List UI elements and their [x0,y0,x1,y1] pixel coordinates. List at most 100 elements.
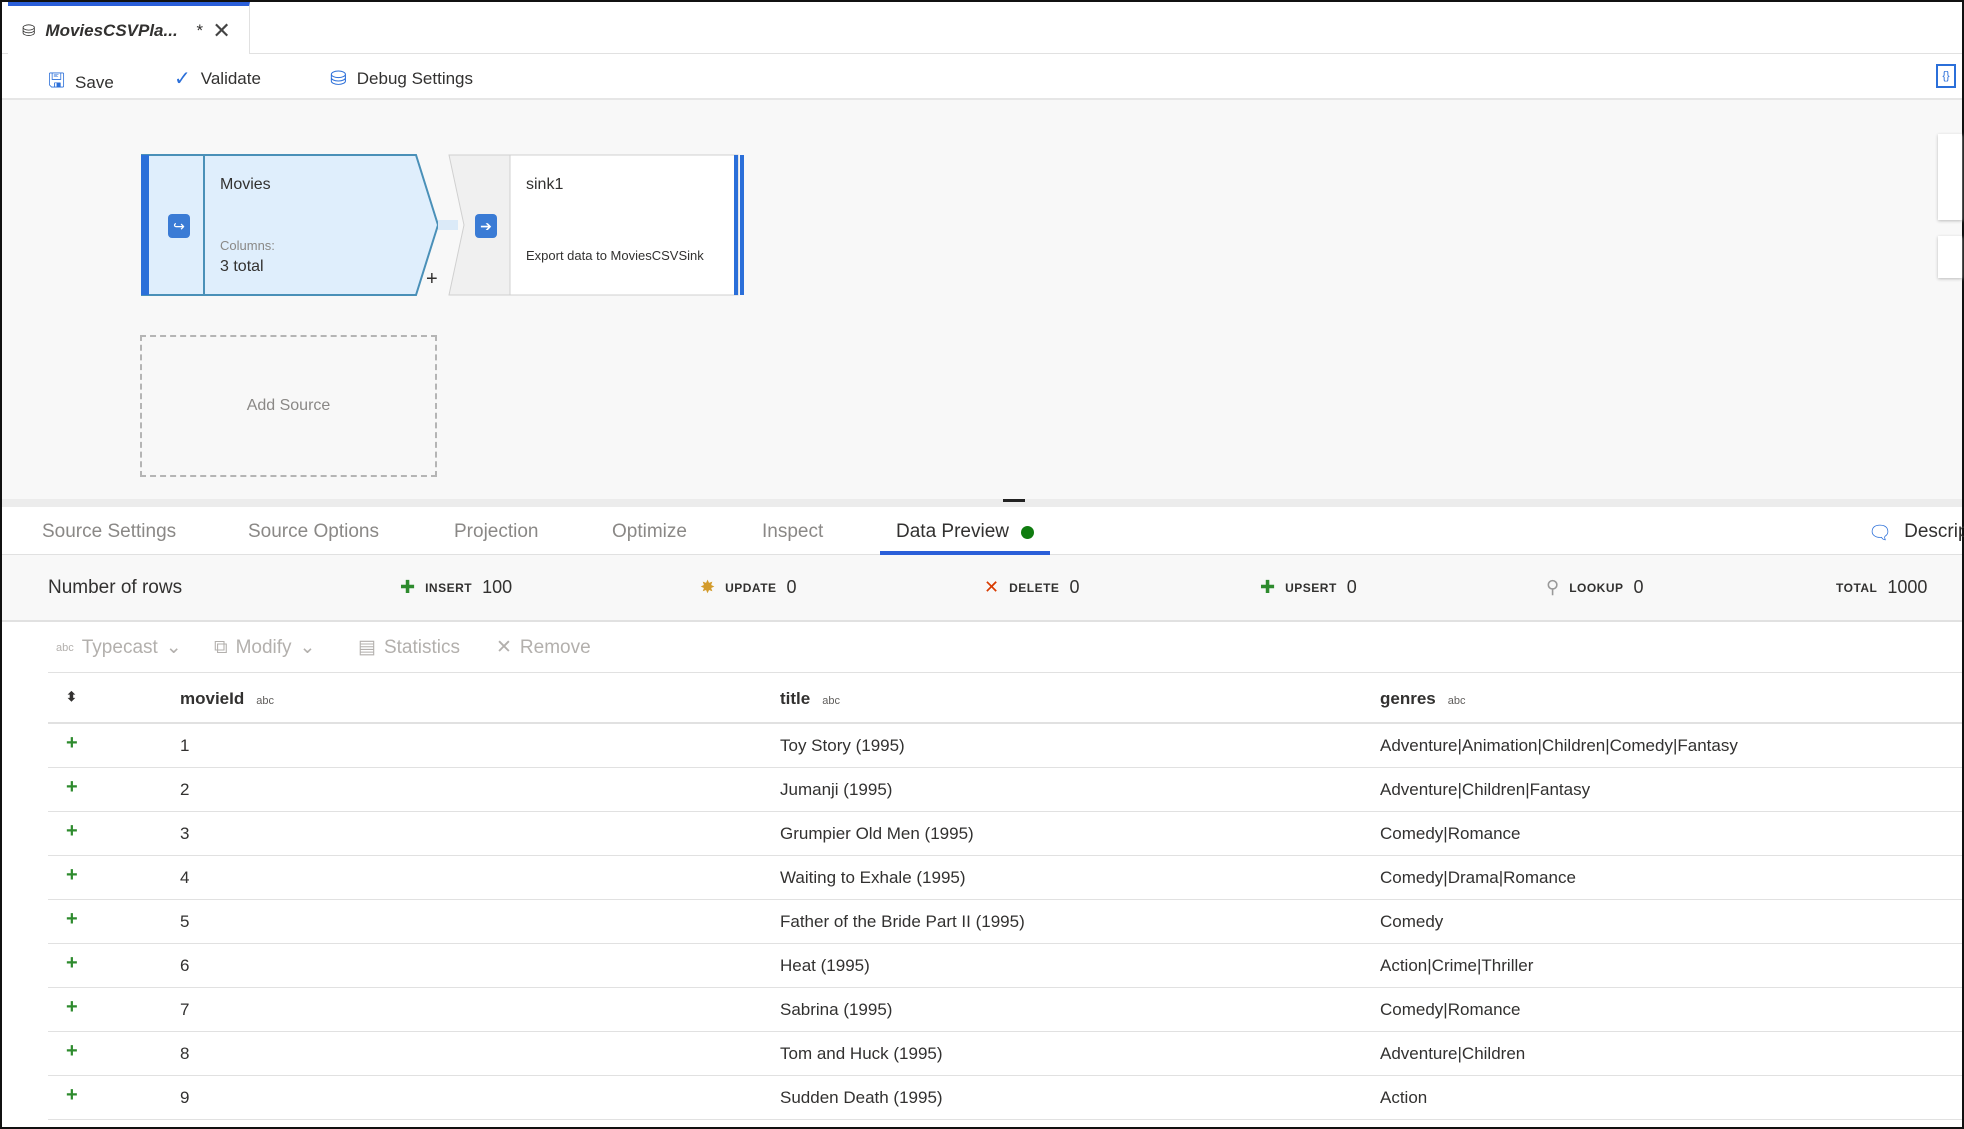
sink-icon: ➔ [475,214,497,238]
table-row[interactable]: + 4 Waiting to Exhale (1995) Comedy|Dram… [48,856,1962,900]
tab-title: MoviesCSVPla... [45,20,178,40]
fit-view-button[interactable] [1938,236,1962,278]
cell-genres: Comedy|Drama|Romance [1380,868,1576,887]
update-icon: ✸ [700,577,716,597]
dataflow-icon: ⛁ [22,22,36,40]
insert-marker-icon: + [66,1084,78,1106]
cell-movieid: 9 [180,1088,190,1107]
table-row[interactable]: + 9 Sudden Death (1995) Action [48,1076,1962,1120]
cell-genres: Comedy|Romance [1380,824,1521,843]
comment-icon: 🗨 [1868,523,1893,544]
cell-title: Sudden Death (1995) [780,1088,943,1107]
table-header: ⬍ movieId abc title abc genres abc [48,672,1962,724]
source-node-movies[interactable]: ↪ Movies Columns: 3 total + [140,154,440,296]
insert-marker-icon: + [66,732,78,754]
table-row[interactable]: + 7 Sabrina (1995) Comedy|Romance [48,988,1962,1032]
lookup-stat: ⚲ LOOKUP 0 [1546,577,1644,597]
insert-marker-icon: + [66,952,78,974]
save-button[interactable]: 🖫 Save [48,66,114,100]
insert-marker-icon: + [66,1040,78,1062]
close-icon[interactable]: ✕ [212,17,231,43]
upsert-icon: ✚ [1260,577,1276,597]
checkmark-icon: ✓ [174,68,191,90]
tab-source-settings[interactable]: Source Settings [42,521,177,542]
upsert-stat: ✚ UPSERT 0 [1260,577,1357,597]
table-row[interactable]: + 8 Tom and Huck (1995) Adventure|Childr… [48,1032,1962,1076]
cell-movieid: 4 [180,868,190,887]
columns-label: Columns: [220,238,275,253]
tab-bar: ⛁ MoviesCSVPla... * ✕ [2,2,1962,55]
splitter-handle[interactable] [1003,499,1025,502]
connector [438,220,458,230]
cell-title: Heat (1995) [780,956,870,975]
cell-title: Waiting to Exhale (1995) [780,868,966,887]
cell-genres: Comedy|Romance [1380,1000,1521,1019]
cell-title: Sabrina (1995) [780,1000,893,1019]
table-row[interactable]: + 2 Jumanji (1995) Adventure|Children|Fa… [48,768,1962,812]
column-header-movieid[interactable]: movieId abc [180,689,274,708]
code-icon[interactable]: {} [1936,64,1956,88]
delete-stat: ✕ DELETE 0 [984,577,1080,597]
column-header-title[interactable]: title abc [780,689,840,708]
debug-settings-button[interactable]: ⛁ Debug Settings [330,68,474,90]
update-stat: ✸ UPDATE 0 [700,577,797,597]
typecast-button[interactable]: abc Typecast ⌄ [56,636,182,659]
columns-value: 3 total [220,258,264,275]
remove-icon: ✕ [496,637,512,658]
sort-icon[interactable]: ⬍ [66,689,77,704]
chevron-down-icon: ⌄ [299,637,316,658]
cell-title: Toy Story (1995) [780,736,905,755]
modified-indicator: * [195,20,203,40]
chevron-down-icon: ⌄ [165,637,182,658]
modify-icon: ⧉ [214,636,228,658]
cell-title: Jumanji (1995) [780,780,893,799]
lookup-icon: ⚲ [1546,577,1560,597]
dataflow-canvas[interactable]: ↪ Movies Columns: 3 total + ➔ sink1 Expo… [2,100,1962,500]
sink-description: Export data to MoviesCSVSink [526,248,704,263]
insert-marker-icon: + [66,776,78,798]
table-row[interactable]: + 1 Toy Story (1995) Adventure|Animation… [48,724,1962,768]
cell-genres: Action [1380,1088,1428,1107]
delete-icon: ✕ [984,577,1000,597]
insert-stat: ✚ INSERT 100 [400,577,513,597]
insert-marker-icon: + [66,996,78,1018]
toolbar: 🖫 Save ✓ Validate ⛁ Debug Settings {} [2,54,1962,100]
save-icon: 🖫 [48,70,66,92]
total-stat: TOTAL 1000 [1836,577,1928,597]
table-row[interactable]: + 6 Heat (1995) Action|Crime|Thriller [48,944,1962,988]
data-preview-table: ⬍ movieId abc title abc genres abc + 1 Toy … [48,672,1962,1120]
modify-button[interactable]: ⧉ Modify ⌄ [214,636,316,659]
add-source-button[interactable]: Add Source [140,335,437,477]
add-transform-button[interactable]: + [426,268,438,290]
source-icon: ↪ [168,214,190,238]
description-button[interactable]: 🗨 Descrip [1868,521,1964,544]
zoom-controls[interactable] [1938,134,1962,220]
cell-movieid: 1 [180,736,190,755]
column-actions: abc Typecast ⌄ ⧉ Modify ⌄ ▤ Statistics ✕ Remov… [2,622,1962,672]
cell-genres: Action|Crime|Thriller [1380,956,1534,975]
insert-marker-icon: + [66,908,78,930]
insert-marker-icon: + [66,820,78,842]
cell-movieid: 6 [180,956,190,975]
table-row[interactable]: + 3 Grumpier Old Men (1995) Comedy|Roman… [48,812,1962,856]
table-row[interactable]: + 5 Father of the Bride Part II (1995) C… [48,900,1962,944]
panel-splitter[interactable] [2,499,1962,507]
document-tab[interactable]: ⛁ MoviesCSVPla... * ✕ [8,2,250,55]
tab-optimize[interactable]: Optimize [612,521,687,542]
tab-inspect[interactable]: Inspect [762,521,824,542]
validate-button[interactable]: ✓ Validate [174,68,261,90]
status-dot [1021,526,1034,539]
abc-icon: abc [56,641,74,654]
tab-source-options[interactable]: Source Options [248,521,379,542]
remove-button[interactable]: ✕ Remove [496,636,591,659]
tab-projection[interactable]: Projection [454,521,539,542]
debug-settings-icon: ⛁ [330,68,347,90]
source-node-shape [141,154,440,296]
statistics-button[interactable]: ▤ Statistics [358,636,460,659]
cell-genres: Adventure|Children|Fantasy [1380,780,1591,799]
sink-node-sink1[interactable]: ➔ sink1 Export data to MoviesCSVSink [448,154,746,296]
column-header-genres[interactable]: genres abc [1380,689,1466,708]
tab-data-preview[interactable]: Data Preview [880,507,1050,555]
cell-genres: Adventure|Children [1380,1044,1526,1063]
cell-title: Tom and Huck (1995) [780,1044,943,1063]
